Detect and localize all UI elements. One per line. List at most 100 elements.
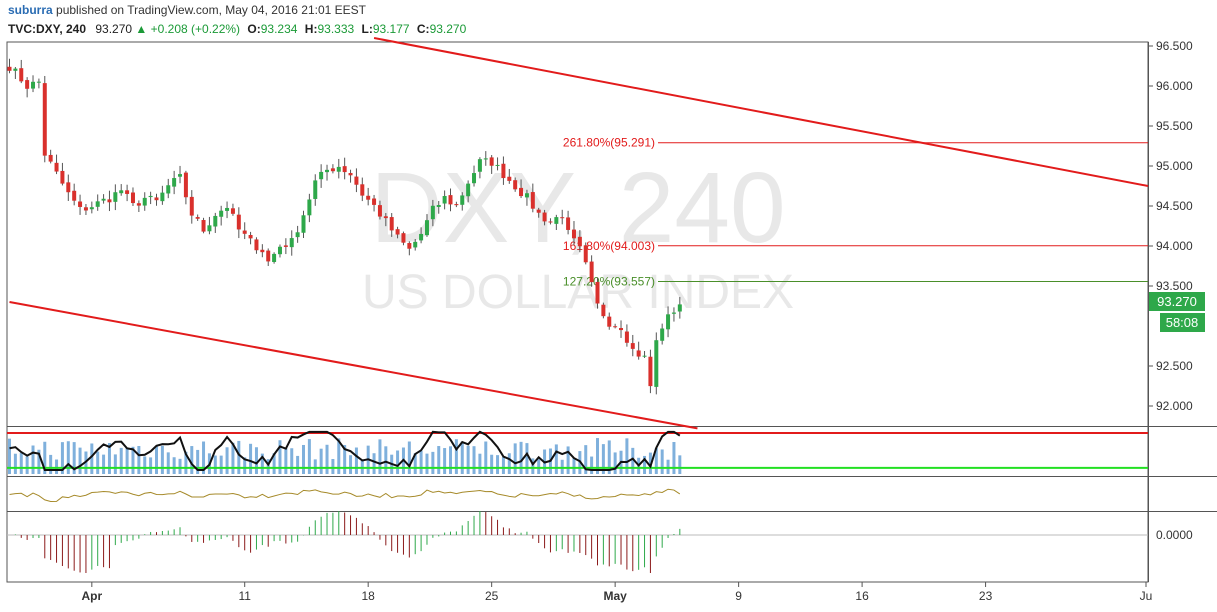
y-tick-label: 96.500 [1156,39,1193,53]
candle-body [89,207,94,210]
candle-body [354,176,359,185]
candle-body [677,304,682,312]
high-label: H: [304,22,318,36]
candle-body [319,171,324,180]
candle-body [548,221,553,223]
y-tick-label: 95.000 [1156,159,1193,173]
candle-body [307,199,312,216]
author-link[interactable]: suburra [8,3,53,17]
osc2-line [9,488,681,503]
candle-body [248,235,253,239]
macd-axis-label: 0.0000 [1156,528,1193,542]
candle-body [372,198,377,205]
trend-channel[interactable] [9,37,1149,430]
candle-body [83,207,88,211]
low-label: L: [361,22,373,36]
x-tick-label: 11 [238,589,251,603]
candle-body [648,356,653,387]
channel-lower-line[interactable] [9,301,698,430]
candle-body [183,172,188,198]
channel-upper-line[interactable] [373,37,1149,187]
x-tick-label: 16 [855,589,869,603]
candle-body [407,243,412,249]
candle-body [613,326,618,328]
candle-body [666,314,671,330]
x-tick-label: May [603,589,627,603]
candle-body [295,232,300,238]
fib-level-label: 161.80%(94.003) [563,239,655,253]
x-tick-label: 9 [735,589,742,603]
oscillator-panel [7,430,1148,471]
candle-body [142,197,147,206]
candle-body [283,245,288,247]
candle-body [195,217,200,219]
time-axis[interactable]: Apr 11 18 25 May 9 16 23 Ju [81,582,1152,603]
candle-body [154,197,159,201]
osc-line [9,430,681,471]
x-tick-label: Apr [81,589,102,603]
candle-body [495,164,500,166]
fib-level-label: 127.20%(93.557) [563,274,655,288]
candle-body [566,217,571,230]
candle-body [413,241,418,248]
candle-body [401,233,406,243]
candle-body [519,187,524,197]
last-price-badge-text: 93.270 [1157,294,1197,309]
candle-body [78,201,83,207]
candle-body [230,208,235,214]
candle-body [301,215,306,233]
candle-body [178,174,183,177]
candle-body [342,166,347,173]
candle-body [7,66,12,71]
y-tick-label: 94.500 [1156,199,1193,213]
candle-body [419,233,424,241]
candle-body [130,192,135,204]
fib-levels: 261.80%(95.291) 161.80%(94.003) 127.20%(93… [563,136,1148,288]
candle-body [624,331,629,343]
candle-body [448,195,453,205]
open-value: 93.234 [260,22,298,36]
candle-body [242,230,247,234]
candle-body [119,190,124,194]
candle-body [219,210,224,217]
oscillator2-panel [9,488,681,503]
x-tick-label: 18 [362,589,376,603]
symbol-header: TVC:DXY, 240 93.270 ▲ +0.208 (+0.22%) O:… [8,22,466,36]
low-value: 93.177 [372,22,410,36]
candle-body [236,214,241,230]
candle-body [36,81,41,83]
candle-body [524,193,529,198]
candle-body [19,68,24,82]
candle-body [189,196,194,216]
candle-body [207,225,212,232]
candle-body [389,217,394,231]
candle-body [72,190,77,201]
candle-body [366,195,371,200]
candle-body [577,236,582,247]
candle-body [336,166,341,172]
candle-body [589,261,594,283]
candle-body [466,183,471,197]
candle-body [25,80,30,89]
candle-body [536,209,541,213]
candle-body [125,190,130,194]
y-tick-label: 92.500 [1156,359,1193,373]
candle-body [560,217,565,219]
y-tick-label: 94.000 [1156,239,1193,253]
candle-body [348,173,353,176]
candle-body [289,238,294,248]
candle-body [636,350,641,357]
candle-body [395,229,400,235]
candle-body [530,192,535,209]
candle-body [201,220,206,232]
countdown-badge-text: 58:08 [1166,315,1199,330]
candle-body [31,81,36,89]
candle-body [430,205,435,220]
price-axis[interactable]: 96.500 96.000 95.500 95.000 94.500 94.000 93.5… [1148,39,1193,413]
candle-body [595,281,600,304]
candle-body [48,154,53,162]
candle-body [654,340,659,387]
symbol-label: TVC:DXY, 240 [8,22,87,36]
x-tick-label: 23 [979,589,993,603]
